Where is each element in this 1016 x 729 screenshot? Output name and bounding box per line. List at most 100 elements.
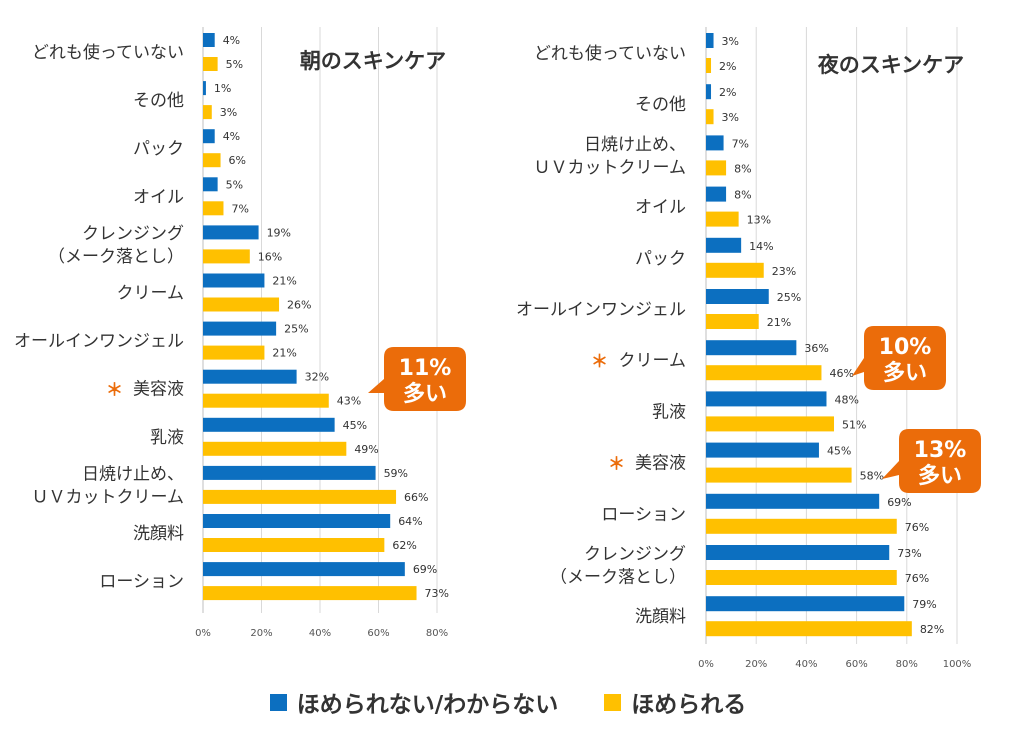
category-label: どれも使っていない xyxy=(534,43,686,64)
data-label-praised: 51% xyxy=(842,418,866,431)
bar-praised xyxy=(203,441,347,456)
x-tick-label: 0% xyxy=(698,659,714,670)
category-label: その他 xyxy=(635,95,686,115)
x-tick-label: 100% xyxy=(943,659,972,670)
category-label: （メーク落とし） xyxy=(550,568,686,588)
category-label: クリーム xyxy=(619,351,687,371)
data-label-not-praised: 3% xyxy=(722,35,739,48)
data-label-praised: 6% xyxy=(229,154,246,167)
star-marker: ＊ xyxy=(608,455,625,475)
data-label-praised: 13% xyxy=(747,214,771,227)
bar-not-praised xyxy=(706,442,819,458)
data-label-not-praised: 25% xyxy=(777,291,801,304)
data-label-not-praised: 8% xyxy=(734,189,751,202)
data-label-not-praised: 69% xyxy=(413,563,437,576)
x-tick-label: 40% xyxy=(795,659,817,670)
bar-not-praised xyxy=(706,135,724,151)
data-label-not-praised: 5% xyxy=(226,178,243,191)
callout-percent: 10% xyxy=(879,335,932,360)
bar-not-praised xyxy=(706,84,712,100)
bar-praised xyxy=(706,467,852,483)
bar-praised xyxy=(706,570,897,585)
data-label-praised: 5% xyxy=(226,58,243,71)
category-label: 日焼け止め、 xyxy=(82,464,184,484)
data-label-praised: 21% xyxy=(767,316,791,329)
category-label: ＵＶカットクリーム xyxy=(534,158,687,178)
data-label-praised: 23% xyxy=(772,265,796,278)
category-label: その他 xyxy=(133,91,184,111)
category-label: パック xyxy=(635,249,686,269)
data-label-praised: 16% xyxy=(258,250,282,263)
x-tick-label: 40% xyxy=(309,628,331,639)
bar-praised xyxy=(203,538,385,552)
category-label: （メーク落とし） xyxy=(48,247,184,267)
category-label: 乳液 xyxy=(150,428,184,448)
data-label-praised: 58% xyxy=(860,470,884,483)
bar-not-praised xyxy=(203,562,405,577)
bar-praised xyxy=(706,160,727,176)
callout-text: 多い xyxy=(403,381,447,407)
legend-label-not-praised: ほめられない/わからない xyxy=(296,692,559,718)
data-label-praised: 3% xyxy=(722,111,739,124)
data-label-not-praised: 19% xyxy=(267,226,291,239)
bar-not-praised xyxy=(203,177,218,192)
callout-percent: 13% xyxy=(914,438,967,463)
data-label-not-praised: 59% xyxy=(384,467,408,480)
data-label-praised: 76% xyxy=(905,521,929,534)
bar-praised xyxy=(203,105,212,120)
data-label-praised: 73% xyxy=(425,587,449,600)
legend-item-praised: ほめられる xyxy=(604,685,746,719)
callout-text: 多い xyxy=(918,463,962,489)
category-label: どれも使っていない xyxy=(32,42,184,63)
category-label: オイル xyxy=(133,187,184,207)
bar-praised xyxy=(203,201,224,216)
callout-bubble xyxy=(882,429,981,493)
legend: ほめられない/わからない ほめられる xyxy=(0,684,1016,720)
data-label-not-praised: 73% xyxy=(897,547,921,560)
bar-praised xyxy=(706,58,712,73)
bar-not-praised xyxy=(706,391,827,407)
category-label: ローション xyxy=(99,572,184,592)
x-tick-label: 20% xyxy=(250,628,272,639)
data-label-praised: 76% xyxy=(905,572,929,585)
bar-not-praised xyxy=(203,417,335,432)
bar-not-praised xyxy=(203,321,277,336)
bar-praised xyxy=(706,262,764,278)
bar-praised xyxy=(203,393,329,408)
bar-not-praised xyxy=(203,465,376,480)
data-label-not-praised: 32% xyxy=(305,371,329,384)
data-label-praised: 62% xyxy=(392,539,416,552)
legend-swatch-blue xyxy=(269,693,287,711)
charts-svg: 0% 20% 40% 60% 80% 朝のスキンケア 4% 5% どれも使っていない 1% 3% その… xyxy=(14,27,981,670)
bar-praised xyxy=(203,249,250,264)
bar-praised xyxy=(203,153,221,168)
data-label-not-praised: 1% xyxy=(214,82,231,95)
data-label-not-praised: 2% xyxy=(719,86,736,99)
x-tick-label: 0% xyxy=(195,628,211,639)
bar-not-praised xyxy=(706,237,742,253)
callout-percent: 11% xyxy=(399,356,452,381)
bar-not-praised xyxy=(706,33,714,48)
bar-praised xyxy=(706,314,759,329)
data-label-praised: 46% xyxy=(829,367,853,380)
data-label-praised: 26% xyxy=(287,299,311,312)
bar-praised xyxy=(203,57,218,71)
bar-not-praised xyxy=(203,129,215,144)
data-label-praised: 66% xyxy=(404,491,428,504)
legend-item-not-praised: ほめられない/わからない xyxy=(269,685,559,719)
category-label: 洗顔料 xyxy=(635,607,686,627)
category-label: ローション xyxy=(601,505,686,525)
bar-not-praised xyxy=(203,514,391,528)
callout-bubble xyxy=(852,326,946,390)
legend-swatch-yellow xyxy=(604,693,622,711)
bar-praised xyxy=(706,621,912,637)
callout-bubble xyxy=(368,347,466,411)
category-label: クリーム xyxy=(117,284,185,304)
data-label-not-praised: 25% xyxy=(284,323,308,336)
category-label: クレンジング xyxy=(584,545,686,565)
bar-not-praised xyxy=(706,545,890,560)
callout-text: 多い xyxy=(883,360,927,386)
x-tick-label: 60% xyxy=(845,659,867,670)
data-label-not-praised: 4% xyxy=(223,34,240,47)
bar-praised xyxy=(706,211,739,227)
